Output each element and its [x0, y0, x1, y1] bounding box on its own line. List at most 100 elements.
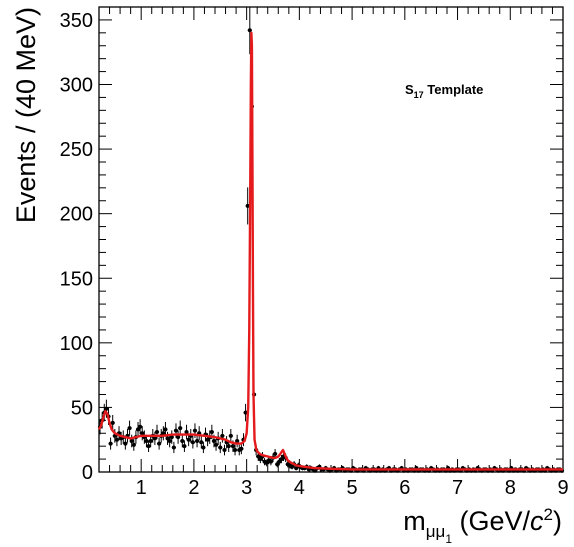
y-tick-label: 100	[60, 333, 93, 355]
data-point	[247, 7, 252, 55]
data-point	[110, 414, 115, 431]
data-point	[178, 420, 183, 436]
point-marker	[163, 427, 168, 432]
data-point	[239, 443, 244, 455]
data-point	[152, 431, 157, 446]
data-point	[199, 436, 204, 449]
axis-ticks	[99, 6, 564, 472]
y-tick-label: 150	[60, 268, 93, 290]
data-point	[171, 441, 176, 454]
data-point	[201, 441, 206, 454]
data-point	[197, 426, 202, 441]
x-tick-label: 3	[241, 477, 252, 499]
data-point	[169, 430, 174, 444]
point-marker	[173, 428, 178, 433]
data-points	[97, 7, 565, 473]
x-tick-label: 5	[347, 477, 358, 499]
point-marker	[140, 431, 145, 436]
point-marker	[171, 445, 176, 450]
x-axis-label-sub: μμ	[426, 522, 446, 541]
x-tick-label: 4	[294, 477, 305, 499]
data-point	[268, 458, 273, 466]
x-axis-label-unit-sup: 2	[544, 505, 553, 524]
point-marker	[226, 444, 231, 449]
point-marker	[104, 406, 109, 411]
x-axis-label: mμμ1 (GeV/c2)	[403, 505, 562, 546]
data-point	[237, 444, 242, 456]
point-marker	[144, 439, 149, 443]
data-point	[235, 434, 240, 448]
data-point	[218, 441, 223, 454]
fit-curve	[97, 31, 563, 471]
data-point	[104, 399, 109, 418]
data-point	[232, 444, 238, 456]
point-marker	[235, 439, 240, 443]
point-marker	[230, 444, 235, 449]
data-point	[184, 424, 189, 440]
point-marker	[195, 439, 200, 443]
data-point	[226, 440, 231, 452]
y-tick-label: 350	[60, 10, 93, 32]
point-marker	[268, 459, 273, 464]
data-point	[222, 444, 227, 456]
x-axis-label-subsub: 1	[445, 532, 452, 546]
y-axis-label: Events / (40 MeV)	[11, 7, 41, 223]
y-tick-label: 0	[82, 462, 93, 484]
point-marker	[182, 444, 187, 449]
data-point	[180, 434, 185, 448]
data-point	[125, 428, 130, 443]
point-marker	[146, 444, 151, 449]
point-marker	[155, 429, 159, 434]
point-marker	[184, 429, 189, 434]
point-marker	[192, 428, 197, 433]
data-point	[194, 434, 200, 448]
point-marker	[247, 28, 252, 33]
data-point	[140, 426, 145, 441]
data-point	[138, 419, 143, 435]
x-tick-label: 6	[399, 477, 410, 499]
point-marker	[176, 435, 181, 440]
point-marker	[123, 441, 128, 446]
y-tick-label: 300	[60, 75, 93, 97]
data-point	[175, 430, 181, 444]
point-marker	[209, 429, 214, 434]
data-point	[123, 437, 128, 450]
annotation-sub: 17	[414, 90, 424, 100]
y-tick-label: 250	[60, 139, 93, 161]
annotation-rest: Template	[424, 82, 484, 97]
y-tick-label: 50	[71, 397, 93, 419]
x-tick-labels: 1 2 3 4 5 6 7 8 9	[136, 477, 569, 499]
annotation-main: S	[405, 82, 414, 97]
x-axis-label-unit-close: )	[553, 506, 562, 536]
point-marker	[218, 445, 223, 450]
point-marker	[180, 439, 185, 443]
point-marker	[211, 439, 216, 443]
data-point	[108, 437, 113, 450]
data-point	[167, 434, 172, 448]
point-marker	[108, 441, 113, 446]
point-marker	[243, 410, 248, 415]
x-axis-label-unit-open: (GeV/	[452, 506, 531, 536]
point-marker	[167, 439, 172, 443]
point-marker	[228, 433, 233, 438]
point-marker	[201, 445, 206, 450]
x-axis-label-main: m	[403, 506, 426, 536]
data-point	[161, 426, 166, 441]
data-point	[228, 428, 233, 443]
annotation-label: S17 Template	[405, 82, 483, 100]
x-tick-label: 2	[188, 477, 199, 499]
y-tick-labels: 0 50 100 150 200 250 300 350	[60, 10, 93, 484]
data-point	[146, 440, 151, 452]
x-tick-label: 7	[452, 477, 463, 499]
point-marker	[157, 441, 162, 446]
data-point	[220, 428, 225, 443]
data-point	[182, 440, 187, 452]
point-marker	[178, 426, 183, 431]
point-marker	[114, 437, 119, 442]
point-marker	[148, 439, 153, 443]
data-point	[131, 438, 136, 451]
point-marker	[190, 440, 195, 445]
y-tick-label: 200	[60, 204, 93, 226]
point-marker	[245, 203, 250, 208]
